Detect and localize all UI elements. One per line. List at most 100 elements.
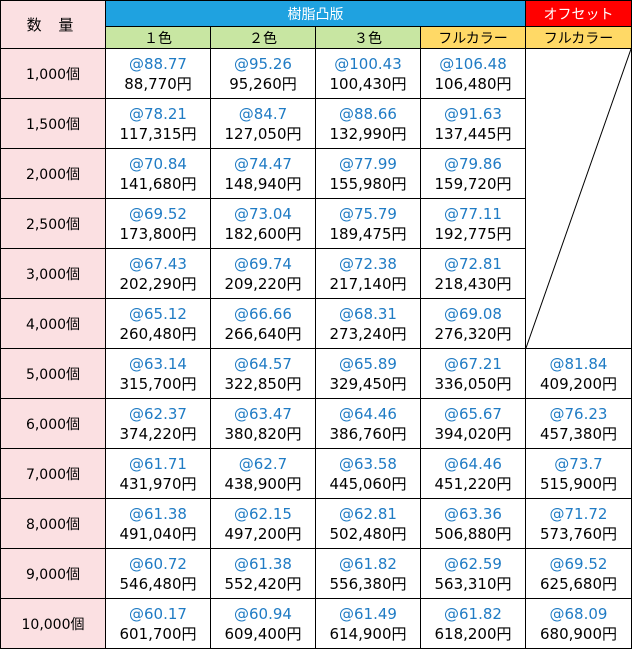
unit-price: @88.66: [339, 104, 397, 123]
total-price: 394,020円: [434, 424, 512, 443]
total-price: 322,850円: [224, 374, 302, 393]
unit-price: @62.81: [339, 504, 397, 523]
total-price: 217,140円: [329, 274, 407, 293]
price-cell: @65.12 260,480円: [105, 298, 211, 349]
price-cell: @88.66 132,990円: [315, 98, 421, 149]
price-cell: @72.38 217,140円: [315, 248, 421, 299]
price-cell: @106.48 106,480円: [420, 48, 526, 99]
unit-price: @65.89: [339, 354, 397, 373]
quantity-cell: 1,500個: [0, 98, 106, 149]
total-price: 680,900円: [539, 624, 618, 643]
unit-price: @63.14: [129, 354, 187, 373]
unit-price: @60.94: [234, 604, 292, 623]
table-row: 4,000個 @65.12 260,480円 @66.66 266,640円 @68.31…: [0, 298, 632, 349]
price-cell: @77.99 155,980円: [315, 148, 421, 199]
total-price: 451,220円: [434, 474, 512, 493]
table-row: 7,000個 @61.71 431,970円 @62.7 438,900円 @63.58 4…: [0, 448, 632, 499]
total-price: 132,990円: [329, 124, 407, 143]
unit-price: @106.48: [439, 54, 507, 73]
price-cell: @69.52 625,680円: [525, 548, 632, 599]
unit-price: @62.59: [444, 554, 502, 573]
unit-price: @71.72: [549, 504, 608, 523]
total-price: 189,475円: [329, 224, 407, 243]
unit-price: @60.72: [129, 554, 187, 573]
price-cell: @73.04 182,600円: [210, 198, 316, 249]
price-cell: @100.43 100,430円: [315, 48, 421, 99]
total-price: 182,600円: [224, 224, 302, 243]
column-header-1color: １色: [105, 26, 211, 49]
unit-price: @72.81: [444, 254, 502, 273]
price-cell: @62.59 563,310円: [420, 548, 526, 599]
total-price: 209,220円: [224, 274, 302, 293]
unit-price: @65.12: [129, 304, 187, 323]
price-cell: @65.89 329,450円: [315, 348, 421, 399]
total-price: 192,775円: [434, 224, 512, 243]
total-price: 556,380円: [329, 574, 407, 593]
price-cell: @76.23 457,380円: [525, 398, 632, 449]
price-cell: @62.37 374,220円: [105, 398, 211, 449]
header-row-columns: １色 ２色 ３色 フルカラー フルカラー: [1, 26, 632, 49]
price-cell: @69.52 173,800円: [105, 198, 211, 249]
unit-price: @61.82: [339, 554, 397, 573]
price-cell: @64.46 386,760円: [315, 398, 421, 449]
price-cell: @67.21 336,050円: [420, 348, 526, 399]
price-cell: @95.26 95,260円: [210, 48, 316, 99]
price-cell: @61.82 618,200円: [420, 598, 526, 649]
offset-header: オフセット: [525, 0, 632, 27]
unit-price: @69.52: [549, 554, 608, 573]
total-price: 100,430円: [329, 74, 407, 93]
unit-price: @67.43: [129, 254, 187, 273]
price-cell: @63.47 380,820円: [210, 398, 316, 449]
unit-price: @66.66: [234, 304, 292, 323]
price-cell: @63.14 315,700円: [105, 348, 211, 399]
total-price: 563,310円: [434, 574, 512, 593]
unit-price: @64.57: [234, 354, 292, 373]
total-price: 497,200円: [224, 524, 302, 543]
unit-price: @84.7: [238, 104, 288, 123]
quantity-cell: 7,000個: [0, 448, 106, 499]
price-cell: @69.08 276,320円: [420, 298, 526, 349]
price-cell: @78.21 117,315円: [105, 98, 211, 149]
unit-price: @73.7: [554, 454, 603, 473]
price-cell: @73.7 515,900円: [525, 448, 632, 499]
total-price: 386,760円: [329, 424, 407, 443]
unit-price: @67.21: [444, 354, 502, 373]
unit-price: @69.08: [444, 304, 502, 323]
price-cell: @65.67 394,020円: [420, 398, 526, 449]
price-cell: @61.49 614,900円: [315, 598, 421, 649]
unit-price: @73.04: [234, 204, 292, 223]
table-row: 1,000個 @88.77 88,770円 @95.26 95,260円 @100.43 1…: [0, 48, 632, 349]
total-price: 155,980円: [329, 174, 407, 193]
unit-price: @70.84: [129, 154, 187, 173]
table-row: 2,000個 @70.84 141,680円 @74.47 148,940円 @77.99…: [0, 148, 632, 199]
unit-price: @63.36: [444, 504, 502, 523]
price-cell: @88.77 88,770円: [105, 48, 211, 99]
price-cell: @91.63 137,445円: [420, 98, 526, 149]
unit-price: @62.37: [129, 404, 187, 423]
unit-price: @69.74: [234, 254, 292, 273]
price-cell: @61.82 556,380円: [315, 548, 421, 599]
table-row: 3,000個 @67.43 202,290円 @69.74 209,220円 @72.38…: [0, 248, 632, 299]
total-price: 457,380円: [539, 424, 618, 443]
unit-price: @100.43: [334, 54, 402, 73]
table-row: 8,000個 @61.38 491,040円 @62.15 497,200円 @62.81…: [0, 498, 632, 549]
quantity-cell: 4,000個: [0, 298, 106, 349]
price-cell: @64.57 322,850円: [210, 348, 316, 399]
total-price: 601,700円: [119, 624, 197, 643]
unit-price: @64.46: [444, 454, 502, 473]
total-price: 273,240円: [329, 324, 407, 343]
total-price: 618,200円: [434, 624, 512, 643]
price-cell: @81.84 409,200円: [525, 348, 632, 399]
resin-letterpress-header: 樹脂凸版: [105, 0, 526, 27]
total-price: 159,720円: [434, 174, 512, 193]
total-price: 106,480円: [434, 74, 512, 93]
unit-price: @68.31: [339, 304, 397, 323]
unit-price: @62.7: [238, 454, 288, 473]
unit-price: @61.82: [444, 604, 502, 623]
price-cell: @70.84 141,680円: [105, 148, 211, 199]
price-cell: @72.81 218,430円: [420, 248, 526, 299]
quantity-cell: 3,000個: [0, 248, 106, 299]
unit-price: @65.67: [444, 404, 502, 423]
total-price: 445,060円: [329, 474, 407, 493]
price-cell: @71.72 573,760円: [525, 498, 632, 549]
